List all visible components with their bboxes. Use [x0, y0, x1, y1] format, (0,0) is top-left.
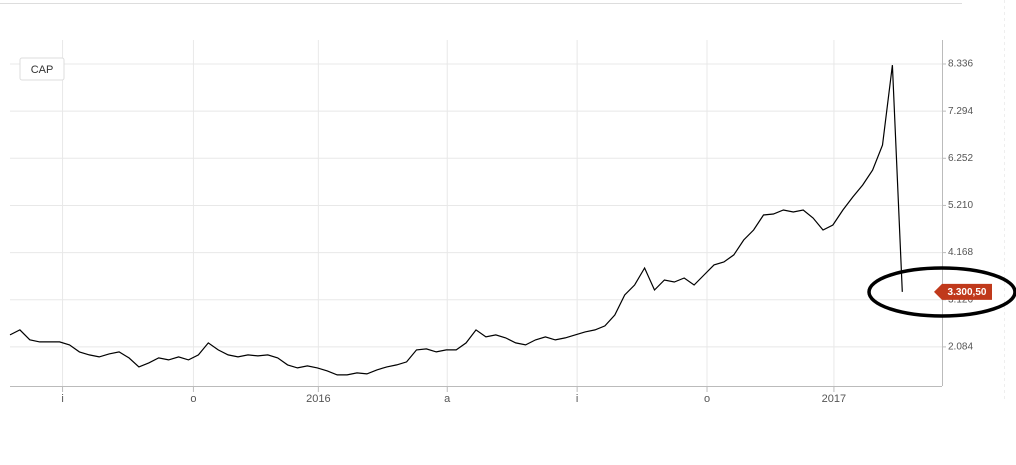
marks	[9, 65, 903, 376]
legend-box	[19, 57, 65, 81]
x-tick-label: 2017	[822, 393, 846, 405]
price-line	[9, 65, 903, 376]
x-tick-label: i	[61, 393, 63, 405]
legend-label: CAP	[31, 64, 54, 76]
x-tick-label: a	[444, 393, 451, 405]
y-tick-label: 4.168	[948, 247, 973, 258]
y-tick-label: 3.126	[948, 294, 973, 305]
last-price-tag: 3.300,50	[934, 283, 992, 300]
price-tag-label: 3.300,50	[948, 287, 987, 298]
y-tick-label: 8.336	[948, 59, 973, 70]
x-tick-label: o	[704, 393, 710, 405]
price-tag	[934, 283, 992, 300]
plot-area	[10, 40, 942, 386]
highlight-circle	[867, 266, 1016, 318]
x-tick-label: 2016	[306, 393, 330, 405]
y-tick-label: 2.084	[948, 342, 973, 353]
x-tick-label: o	[190, 393, 196, 405]
x-tick-label: i	[576, 393, 578, 405]
y-tick-label: 6.252	[948, 153, 973, 164]
y-tick-label: 7.294	[948, 106, 973, 117]
y-tick-label: 5.210	[948, 200, 973, 211]
grid: 2.084 3.126 4.168 5.210 6.252 7.294 8.336 i o 201…	[10, 40, 973, 405]
